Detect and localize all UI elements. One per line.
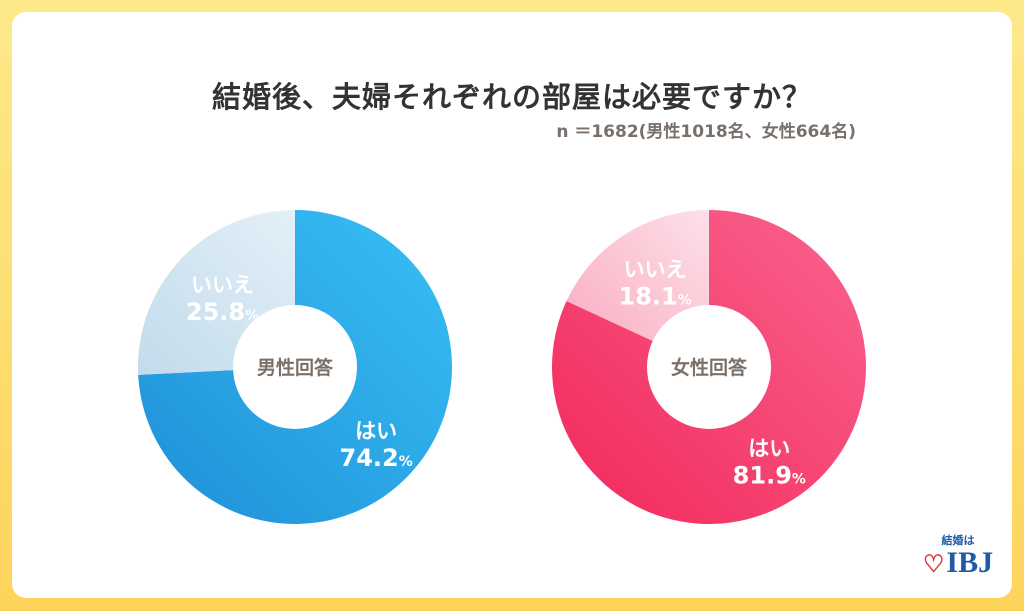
center-label: 女性回答 — [671, 356, 748, 379]
donut-hole — [233, 305, 357, 429]
unit: % — [792, 471, 806, 487]
slice-label: いいえ — [191, 273, 254, 297]
unit: % — [678, 293, 692, 309]
ibj-logo: 結婚は ♡IBJ — [918, 532, 998, 580]
unit: % — [399, 454, 413, 470]
slice-label: はい — [355, 419, 397, 443]
slice-value: 25.8% — [186, 298, 259, 326]
logo-tagline: 結婚は — [941, 534, 975, 547]
slice-label: はい — [748, 436, 790, 460]
sample-size: n ＝1682(男性1018名、女性664名) — [556, 122, 856, 142]
heart-icon: ♡ — [922, 552, 945, 578]
donut-hole — [647, 305, 771, 429]
slice-label: いいえ — [624, 258, 687, 282]
chart-title: 結婚後、夫婦それぞれの部屋は必要ですか？ — [211, 80, 812, 114]
center-label: 男性回答 — [257, 356, 334, 379]
logo-brand: IBJ — [946, 546, 994, 579]
